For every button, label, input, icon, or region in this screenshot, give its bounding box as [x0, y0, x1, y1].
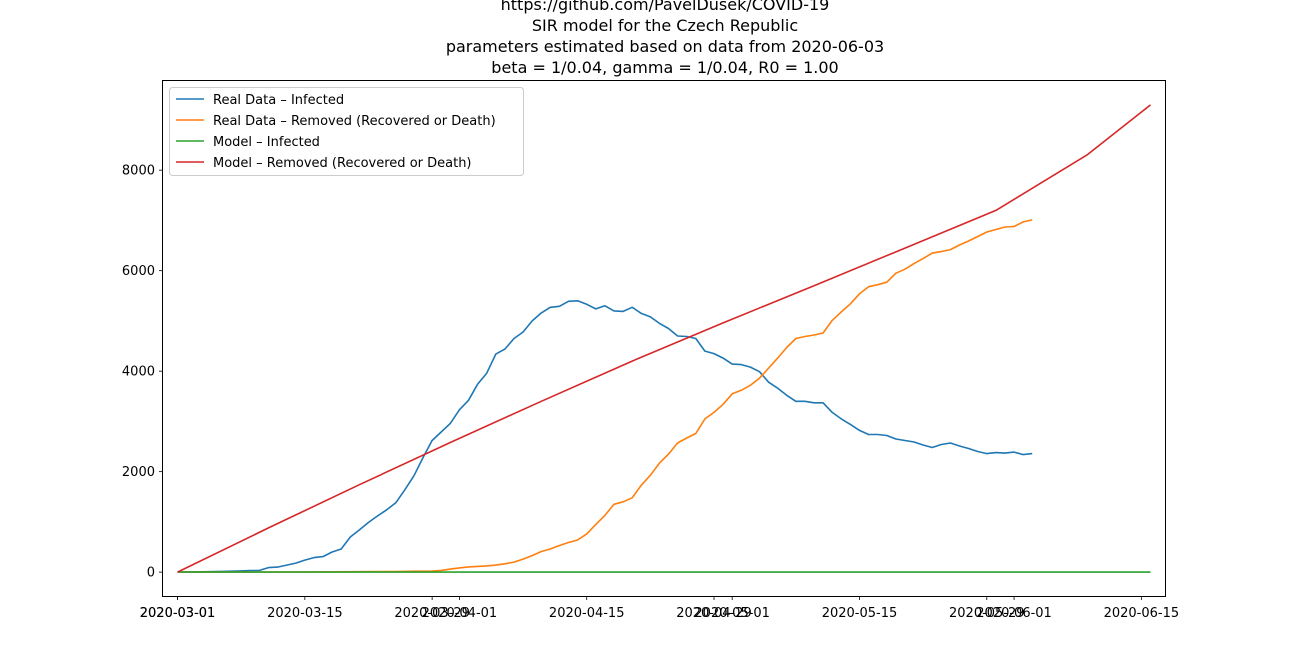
legend-label-model-removed: Model – Removed (Recovered or Death)	[213, 156, 472, 171]
x-tick-label: 2020-04-01	[422, 606, 498, 621]
legend-label-model-infected: Model – Infected	[213, 135, 320, 150]
x-tick-label: 2020-05-01	[694, 606, 770, 621]
legend: Real Data – Infected Real Data – Removed…	[169, 87, 524, 176]
series-line-model-removed-recovered-or-death	[177, 104, 1151, 573]
chart-title: https://github.com/PavelDusek/COVID-19 S…	[0, 0, 1296, 78]
series-line-real-data-infected	[177, 300, 1033, 573]
title-line-model: SIR model for the Czech Republic	[531, 16, 799, 35]
x-tick-label: 2020-05-29	[949, 606, 1025, 621]
title-line-url: https://github.com/PavelDusek/COVID-19	[500, 0, 830, 14]
y-tick-label: 6000	[122, 264, 155, 279]
title-line-parameters: beta = 1/0.04, gamma = 1/0.04, R0 = 1.00	[491, 58, 839, 77]
x-tick-label: 2020-06-15	[1104, 606, 1180, 621]
x-tick-label: 2020-04-15	[549, 606, 625, 621]
title-line-estimation-date: parameters estimated based on data from …	[445, 37, 885, 56]
x-tick-label: 2020-03-01	[140, 606, 216, 621]
x-tick-label: 2020-03-29	[394, 606, 470, 621]
legend-label-real-infected: Real Data – Infected	[213, 93, 344, 108]
x-tick-label: 2020-03-01	[140, 606, 216, 621]
series-layer	[177, 104, 1151, 573]
y-tick-label: 0	[147, 566, 155, 581]
x-tick-label: 2020-06-01	[976, 606, 1052, 621]
y-axis: 0 2000 4000 6000 8000	[122, 164, 163, 581]
x-tick-label: 2020-04-29	[676, 606, 752, 621]
y-tick-label: 4000	[122, 365, 155, 380]
legend-label-real-removed: Real Data – Removed (Recovered or Death)	[213, 114, 496, 129]
x-tick-label: 2020-05-15	[822, 606, 898, 621]
series-line-real-data-removed-recovered-or-death	[177, 219, 1033, 573]
x-tick-label: 2020-03-15	[267, 606, 343, 621]
y-tick-label: 2000	[122, 465, 155, 480]
legend-box	[169, 87, 524, 176]
y-tick-label: 8000	[122, 164, 155, 179]
